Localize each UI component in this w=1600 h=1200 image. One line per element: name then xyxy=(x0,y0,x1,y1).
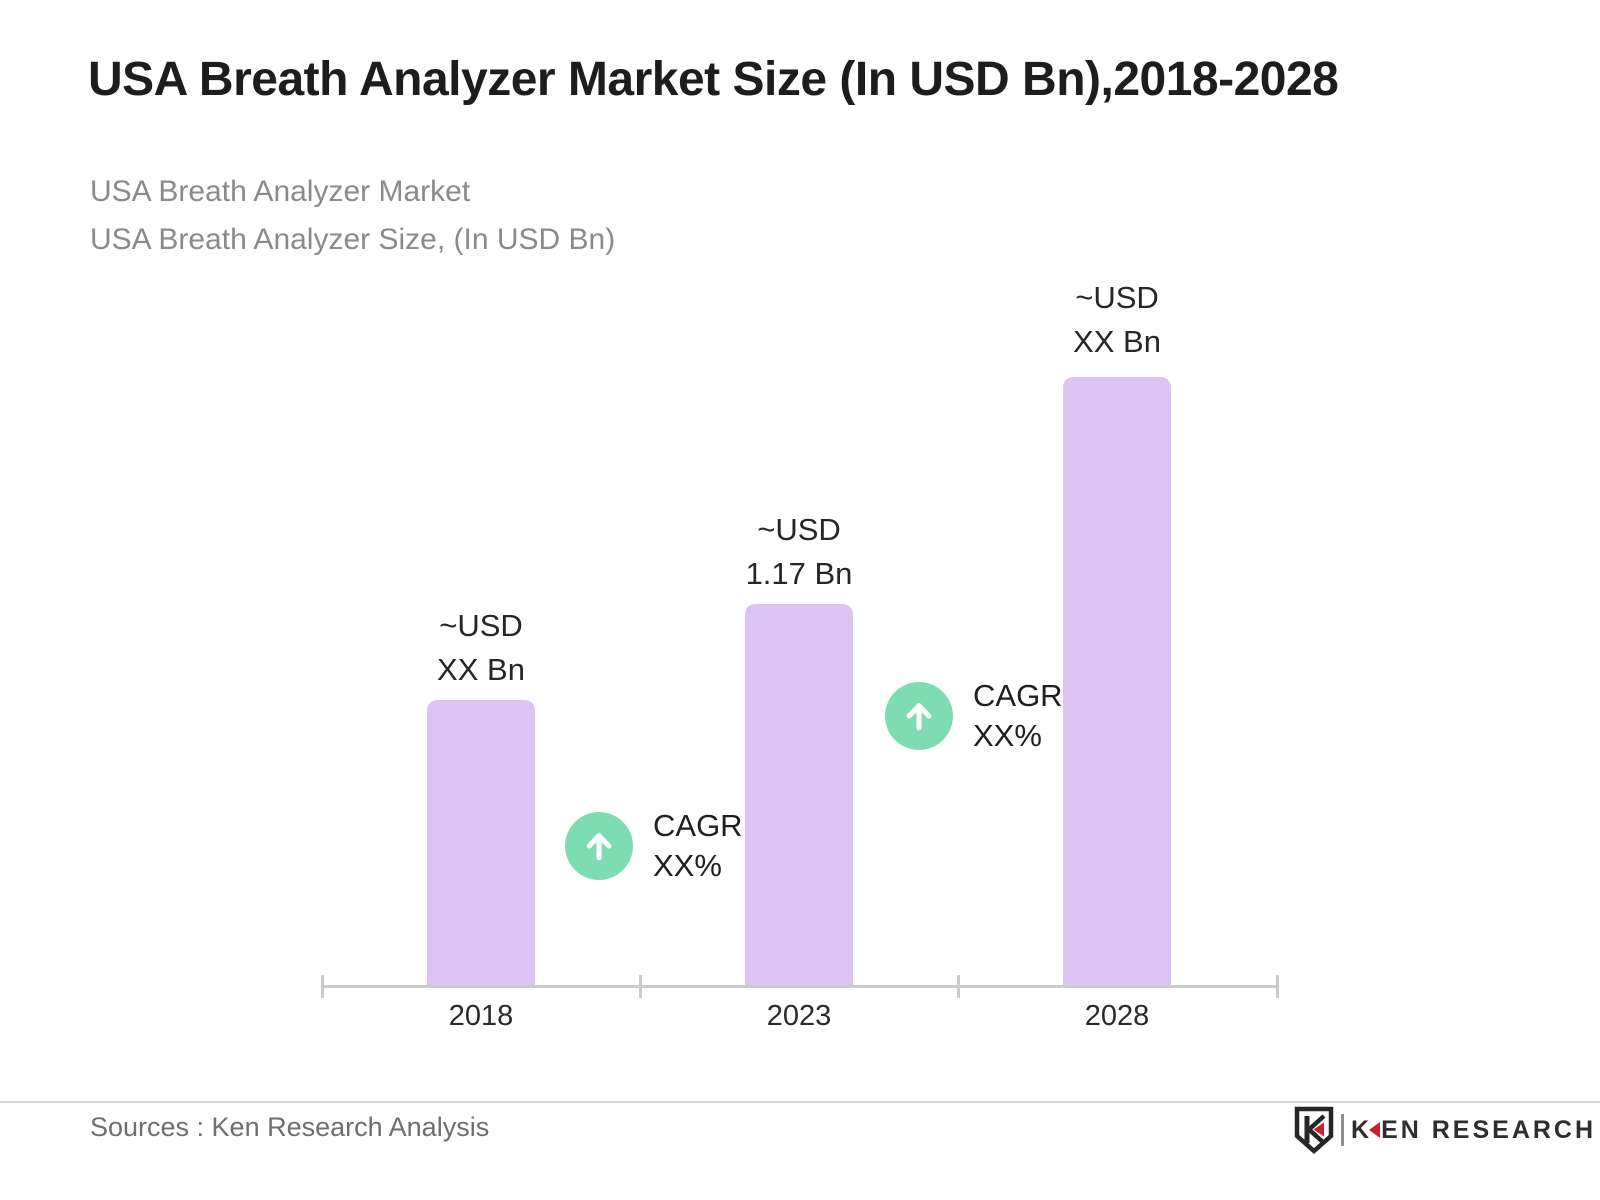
ken-research-logo: K EN RESEARCH xyxy=(1293,1106,1596,1154)
up-arrow-icon xyxy=(586,833,612,861)
bar-2028 xyxy=(1063,377,1171,986)
cagr-label-line2: XX% xyxy=(973,718,1042,753)
cagr-label-line1: CAGR xyxy=(973,678,1063,713)
up-arrow-icon xyxy=(906,703,932,731)
value-label-line: 1.17 Bn xyxy=(745,556,853,591)
cagr-label-line2: XX% xyxy=(653,848,722,883)
value-label-line: XX Bn xyxy=(1073,324,1161,359)
x-axis-label-2018: 2018 xyxy=(448,1000,514,1032)
value-label-line: ~USD xyxy=(1075,280,1159,315)
x-axis-tick xyxy=(957,975,960,998)
logo-red-arrow-icon xyxy=(1369,1122,1381,1138)
ken-research-shield-icon xyxy=(1294,1106,1334,1154)
x-axis-label-2023: 2023 xyxy=(766,1000,832,1032)
x-axis-tick xyxy=(321,975,324,998)
value-label-2018: ~USD XX Bn xyxy=(361,604,601,692)
value-label-line: XX Bn xyxy=(437,652,525,687)
value-label-line: ~USD xyxy=(757,512,841,547)
cagr-label: CAGR XX% xyxy=(653,806,743,886)
cagr-label-line1: CAGR xyxy=(653,808,743,843)
x-axis-line xyxy=(322,985,1278,988)
cagr-label: CAGR XX% xyxy=(973,676,1063,756)
chart-subtitle-line1: USA Breath Analyzer Market xyxy=(90,175,471,208)
bar-2018 xyxy=(427,700,535,986)
logo-wordmark-k: K xyxy=(1351,1115,1373,1144)
page-title: USA Breath Analyzer Market Size (In USD … xyxy=(88,53,1339,106)
cagr-annotation-2: CAGR XX% xyxy=(885,676,1063,756)
x-axis-label-2028: 2028 xyxy=(1084,1000,1150,1032)
chart-subtitle-line2: USA Breath Analyzer Size, (In USD Bn) xyxy=(90,223,616,256)
chart-subtitle: USA Breath Analyzer Market USA Breath An… xyxy=(90,168,615,264)
up-arrow-circle-icon xyxy=(885,682,953,750)
cagr-annotation-1: CAGR XX% xyxy=(565,806,743,886)
value-label-line: ~USD xyxy=(439,608,523,643)
x-axis-tick xyxy=(639,975,642,998)
value-label-2028: ~USD XX Bn xyxy=(997,276,1237,364)
up-arrow-circle-icon xyxy=(565,812,633,880)
x-axis-tick xyxy=(1276,975,1279,998)
bar-2023 xyxy=(745,604,853,986)
value-label-2023: ~USD 1.17 Bn xyxy=(679,508,919,596)
source-text: Sources : Ken Research Analysis xyxy=(90,1112,490,1142)
footer-divider xyxy=(0,1101,1600,1103)
logo-wordmark: K EN RESEARCH xyxy=(1351,1116,1596,1145)
logo-separator xyxy=(1341,1114,1344,1146)
logo-wordmark-rest: EN RESEARCH xyxy=(1381,1115,1597,1144)
